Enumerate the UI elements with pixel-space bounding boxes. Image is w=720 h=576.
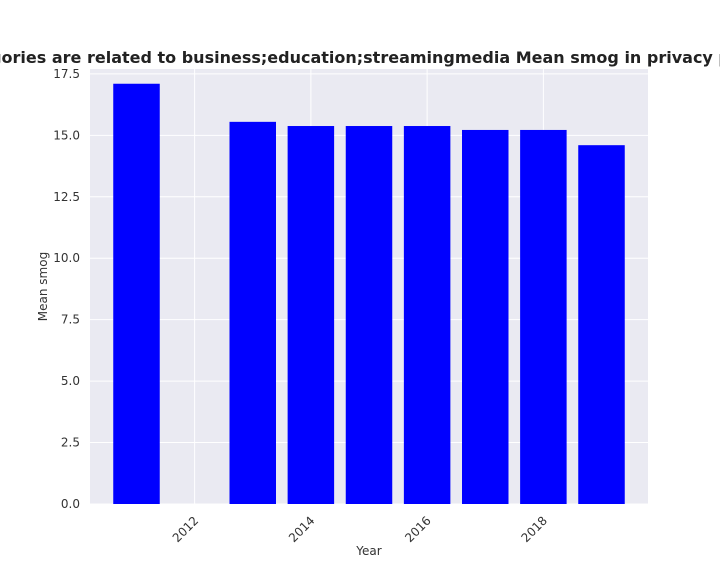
x-axis-label: Year — [355, 544, 381, 558]
y-axis-label: Mean smog — [36, 252, 50, 321]
bar — [113, 83, 160, 505]
y-axis-ticks: 0.0 2.5 5.0 7.5 10.0 12.5 15.0 17.5 — [53, 67, 80, 511]
x-tick-label: 2016 — [402, 514, 433, 545]
y-tick-label: 5.0 — [61, 374, 80, 388]
y-tick-label: 7.5 — [61, 313, 80, 327]
y-tick-label: 12.5 — [53, 190, 80, 204]
bar — [287, 126, 335, 504]
x-tick-label: 2014 — [286, 514, 317, 545]
y-tick-label: 2.5 — [61, 436, 80, 450]
y-tick-label: 17.5 — [53, 67, 80, 81]
chart-title: on categories are related to business;ed… — [0, 48, 720, 67]
bar — [345, 126, 393, 504]
bar — [462, 129, 509, 504]
bar — [403, 126, 451, 504]
bar — [578, 145, 625, 504]
bars — [113, 83, 625, 505]
x-tick-label: 2018 — [519, 514, 550, 545]
x-axis-ticks: 2012 2014 2016 2018 — [170, 514, 550, 545]
bar — [229, 121, 276, 504]
x-tick-label: 2012 — [170, 514, 201, 545]
y-tick-label: 0.0 — [61, 497, 80, 511]
bar — [520, 129, 567, 504]
y-tick-label: 10.0 — [53, 251, 80, 265]
y-tick-label: 15.0 — [53, 128, 80, 142]
